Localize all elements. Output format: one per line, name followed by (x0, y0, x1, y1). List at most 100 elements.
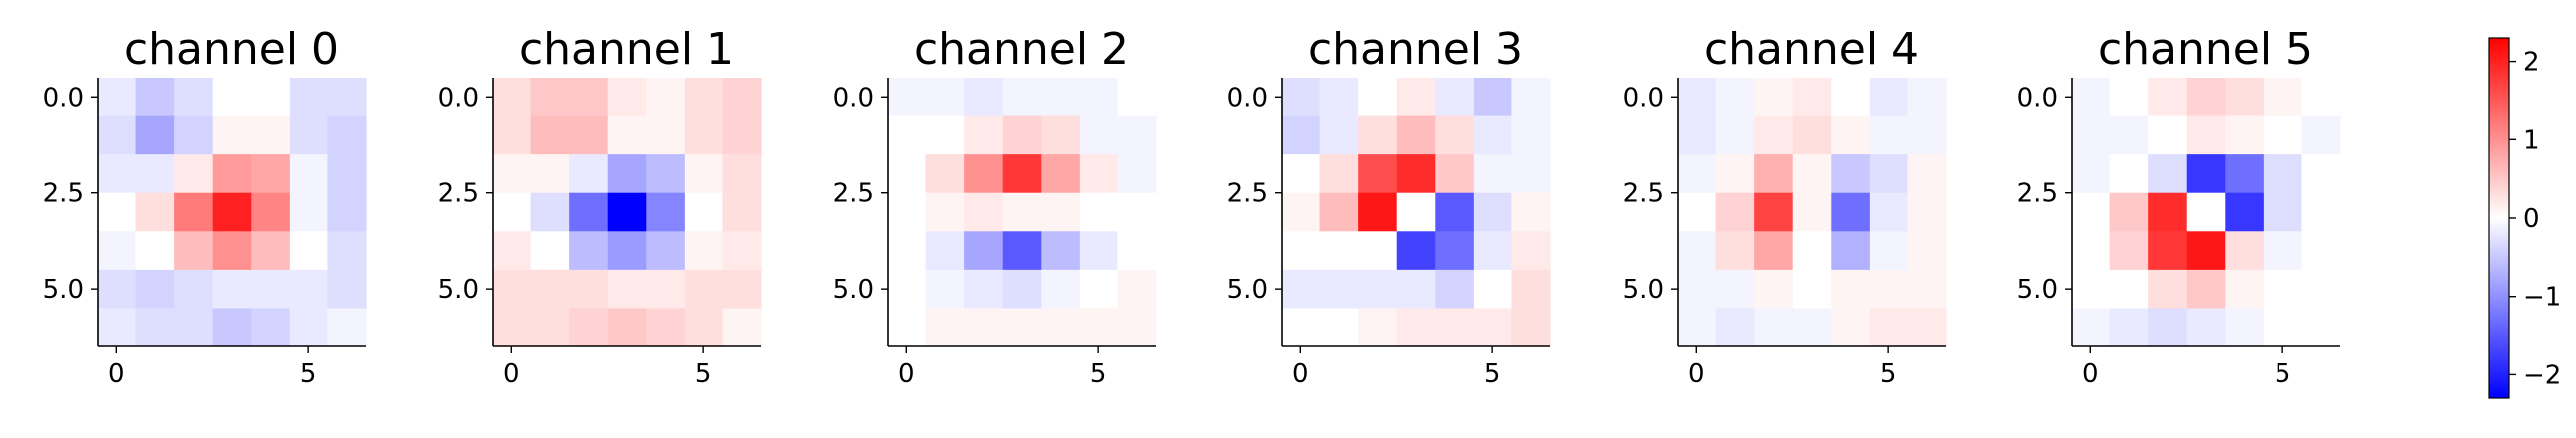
heatmap-cell (251, 192, 291, 232)
heatmap-cell (607, 308, 647, 347)
heatmap-cell (2148, 192, 2188, 232)
heatmap-cell (2301, 308, 2341, 347)
y-tick-label: 2.5 (833, 179, 874, 209)
heatmap-cell (2263, 308, 2303, 347)
heatmap-cell (212, 192, 252, 232)
heatmap-cell (569, 308, 609, 347)
heatmap-cell (964, 231, 1004, 271)
heatmap-cell (174, 308, 214, 347)
heatmap-cell (646, 269, 686, 310)
heatmap-cell (1282, 154, 1321, 194)
heatmap-cell (607, 192, 647, 232)
heatmap-cell (1358, 308, 1398, 347)
heatmap-cell (569, 192, 609, 232)
heatmap-cell (2186, 154, 2226, 194)
heatmap-cell (1396, 269, 1436, 310)
panel-title: channel 0 (124, 24, 339, 75)
heatmap-cell (98, 308, 137, 347)
panel-3: 0.0 2.5 5.0 0 5 channel 3 (1227, 24, 1551, 389)
heatmap-cell (888, 154, 927, 194)
colorbar-tick-label: 0 (2523, 204, 2540, 234)
heatmap-cell (2072, 115, 2111, 155)
heatmap-cell (925, 231, 965, 271)
heatmap-cell (684, 154, 724, 194)
heatmap-cell (646, 231, 686, 271)
heatmap-cell (2301, 269, 2341, 310)
heatmap-cell (1396, 308, 1436, 347)
heatmap-cell (646, 154, 686, 194)
heatmap-cell (1002, 308, 1042, 347)
heatmap-cell (1117, 115, 1157, 155)
heatmap-cell (2301, 192, 2341, 232)
heatmap-cell (2148, 154, 2188, 194)
heatmap-cell (2263, 192, 2303, 232)
heatmap-cell (2301, 115, 2341, 155)
heatmap-cell (530, 269, 570, 310)
heatmap-cell (888, 78, 927, 117)
heatmap-cell (646, 115, 686, 155)
heatmap-cell (2109, 192, 2149, 232)
heatmap-cell (1282, 192, 1321, 232)
heatmap-cell (1041, 154, 1081, 194)
heatmap-cell (1511, 308, 1551, 347)
heatmap-cell (1002, 154, 1042, 194)
x-tick-label: 5 (300, 359, 317, 389)
heatmap-cell (1435, 192, 1475, 232)
x-tick-label: 0 (1292, 359, 1309, 389)
heatmap-cell (1715, 231, 1755, 271)
heatmap-cell (2109, 269, 2149, 310)
heatmap-cell (1079, 269, 1119, 310)
panel-title: channel 3 (1308, 24, 1523, 75)
heatmap-cell (327, 269, 367, 310)
heatmap-cell (1511, 154, 1551, 194)
heatmap-cell (1358, 231, 1398, 271)
heatmap-cell (2225, 231, 2265, 271)
heatmap-cell (722, 192, 762, 232)
heatmap-cell (1831, 308, 1871, 347)
heatmap-cell (174, 269, 214, 310)
heatmap-cell (1907, 231, 1947, 271)
heatmap-cell (1117, 308, 1157, 347)
heatmap-cell (1117, 231, 1157, 271)
heatmap-cell (1792, 308, 1832, 347)
heatmap-cell (289, 192, 329, 232)
heatmap-cell (925, 78, 965, 117)
panel-title: channel 4 (1704, 24, 1919, 75)
heatmap-cell (925, 269, 965, 310)
heatmap-cell (1678, 231, 1717, 271)
heatmap-cell (684, 115, 724, 155)
heatmap-cell (888, 115, 927, 155)
heatmap-cell (1435, 269, 1475, 310)
heatmap-cell (2072, 269, 2111, 310)
heatmap-cell (2148, 78, 2188, 117)
heatmap-cell (888, 231, 927, 271)
heatmap-cell (964, 154, 1004, 194)
heatmap-cell (684, 231, 724, 271)
y-tick-label: 5.0 (43, 275, 84, 305)
heatmap-cell (1002, 231, 1042, 271)
heatmap-cell (251, 269, 291, 310)
heatmap-cell (1831, 78, 1871, 117)
heatmap-cell (327, 115, 367, 155)
y-tick-label: 0.0 (2017, 83, 2058, 112)
heatmap-cell (530, 115, 570, 155)
heatmap-cell (1511, 231, 1551, 271)
heatmap-cell (289, 154, 329, 194)
heatmap-cell (289, 269, 329, 310)
heatmap-cell (2148, 231, 2188, 271)
heatmap-cell (289, 78, 329, 117)
heatmap-cell (1358, 115, 1398, 155)
heatmap-cell (530, 308, 570, 347)
heatmap-cell (964, 269, 1004, 310)
heatmap-cell (251, 78, 291, 117)
heatmap-cell (135, 231, 175, 271)
heatmap-cell (1792, 115, 1832, 155)
x-tick-label: 5 (695, 359, 712, 389)
x-tick-label: 0 (898, 359, 915, 389)
heatmap-cell (925, 192, 965, 232)
heatmap-cell (2109, 308, 2149, 347)
heatmap-cell (1002, 115, 1042, 155)
heatmap-cell (1473, 308, 1513, 347)
heatmap-cell (2301, 154, 2341, 194)
heatmap-cell (2109, 115, 2149, 155)
